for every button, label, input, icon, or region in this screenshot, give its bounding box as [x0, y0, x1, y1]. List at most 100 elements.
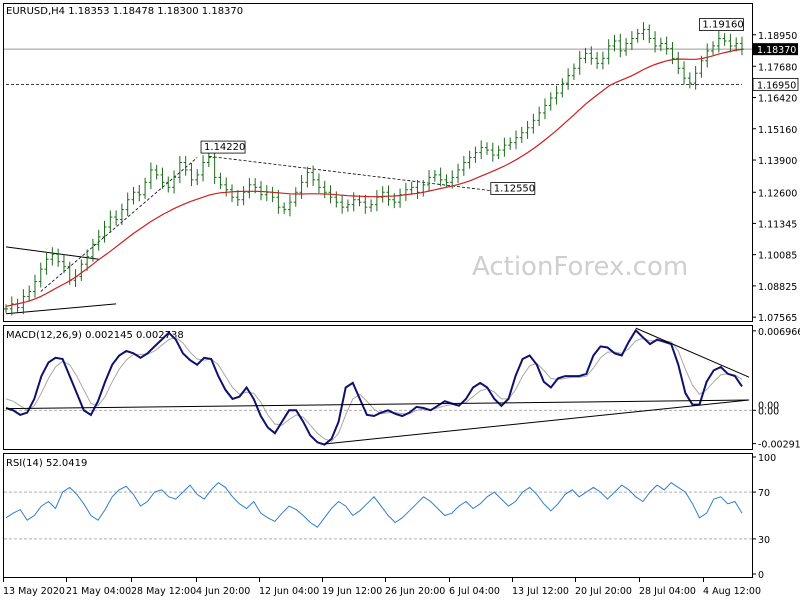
watermark: ActionForex.com	[472, 252, 688, 282]
price-bar	[195, 169, 200, 186]
macd-plot	[4, 327, 752, 446]
macd-line	[5, 328, 743, 446]
x-tick-label: 4 Aug 12:00	[703, 586, 761, 597]
price-bar	[427, 169, 432, 192]
price-bar	[212, 150, 217, 185]
price-annotation-text: 1.19160	[702, 20, 743, 31]
price-bar	[705, 43, 710, 68]
x-tick-label: 13 May 2020	[3, 586, 65, 597]
price-bar	[166, 176, 171, 193]
price-bar	[629, 31, 634, 51]
price-bar	[664, 36, 669, 55]
price-bar	[21, 289, 26, 315]
price-bar	[473, 146, 478, 163]
price-bar	[305, 166, 310, 188]
price-bar	[230, 184, 235, 203]
price-bar	[247, 178, 252, 199]
price-bar	[183, 156, 188, 176]
price-ytick-label: 1.08825	[758, 282, 797, 293]
price-bar	[525, 120, 530, 139]
price-bar	[282, 202, 287, 214]
price-bar	[241, 186, 246, 206]
price-bar	[641, 22, 646, 41]
price-bar	[137, 184, 142, 202]
price-bar	[687, 72, 692, 89]
rsi-plot	[4, 482, 752, 540]
price-bar	[322, 180, 327, 199]
price-bar	[612, 34, 617, 52]
price-bar	[699, 55, 704, 78]
price-bar	[357, 195, 362, 207]
support-price-box	[752, 77, 799, 91]
price-bar	[635, 28, 640, 43]
price-bar	[728, 33, 733, 53]
price-bar	[56, 248, 61, 267]
rsi-ytick-label: 70	[758, 488, 770, 499]
price-bar	[172, 170, 177, 194]
price-bar	[653, 31, 658, 53]
price-bar	[682, 61, 687, 85]
price-bar	[38, 262, 43, 288]
price-bar	[490, 142, 495, 162]
price-bar	[201, 155, 206, 182]
price-bar	[85, 249, 90, 271]
price-bar	[380, 186, 385, 203]
price-bar	[571, 63, 576, 80]
macd-ytick-label: -0.002913	[758, 440, 800, 451]
price-annotation: 1.19160	[699, 18, 744, 31]
price-trendline-1	[5, 303, 117, 315]
price-bar	[351, 192, 356, 212]
current-price-label: 1.18370	[757, 45, 796, 56]
price-bar	[258, 181, 263, 201]
price-bar	[189, 162, 194, 187]
price-bar	[287, 194, 292, 217]
price-bar	[531, 113, 536, 134]
price-bar	[537, 106, 542, 127]
price-bar	[90, 238, 95, 262]
price-bar	[577, 50, 582, 75]
price-bar	[566, 68, 571, 90]
price-bar	[444, 174, 449, 188]
price-bar	[658, 37, 663, 52]
macd-extra-tick-label: 0.00	[758, 400, 779, 411]
price-ytick-label: 1.15160	[758, 125, 797, 136]
price-bar	[513, 130, 518, 150]
price-bar	[461, 155, 466, 176]
price-ytick-label: 1.12600	[758, 188, 797, 199]
price-bar	[270, 186, 275, 203]
x-tick-label: 4 Jun 20:00	[196, 586, 250, 597]
price-ytick-label: 1.17680	[758, 62, 797, 73]
price-bar	[334, 191, 339, 208]
rsi-line	[5, 482, 743, 528]
price-bar	[79, 259, 84, 281]
price-bar	[722, 33, 727, 46]
price-bar	[143, 177, 148, 199]
price-bar	[154, 164, 159, 180]
price-bar	[670, 41, 675, 65]
x-tick-label: 21 May 04:00	[66, 586, 131, 597]
price-bar	[102, 220, 107, 243]
price-ytick-label: 1.07565	[758, 313, 797, 324]
price-plot: 1.14220 1.12550 1.19160	[4, 18, 752, 316]
price-annotation: 1.14220	[200, 140, 246, 154]
price-annotation-text: 1.14220	[204, 142, 245, 153]
price-bar	[508, 137, 513, 150]
price-bar	[485, 142, 490, 155]
price-bar	[589, 46, 594, 65]
price-bar	[438, 167, 443, 187]
price-bar	[311, 165, 316, 187]
x-tick-label: 6 Jul 04:00	[449, 586, 500, 597]
price-bar	[403, 182, 408, 202]
current-price-box	[753, 43, 798, 56]
price-annotation-box	[699, 18, 744, 31]
price-bar	[716, 31, 721, 53]
x-tick-label: 26 Jun 20:00	[385, 586, 445, 597]
rsi-ytick-label: 100	[758, 453, 776, 464]
price-bar	[624, 38, 629, 56]
price-bar	[96, 229, 101, 251]
x-tick-label: 19 Jun 12:00	[322, 586, 382, 597]
price-bar	[740, 36, 744, 56]
macd-header: MACD(12,26,9) 0.002145 0.002738	[6, 330, 184, 341]
